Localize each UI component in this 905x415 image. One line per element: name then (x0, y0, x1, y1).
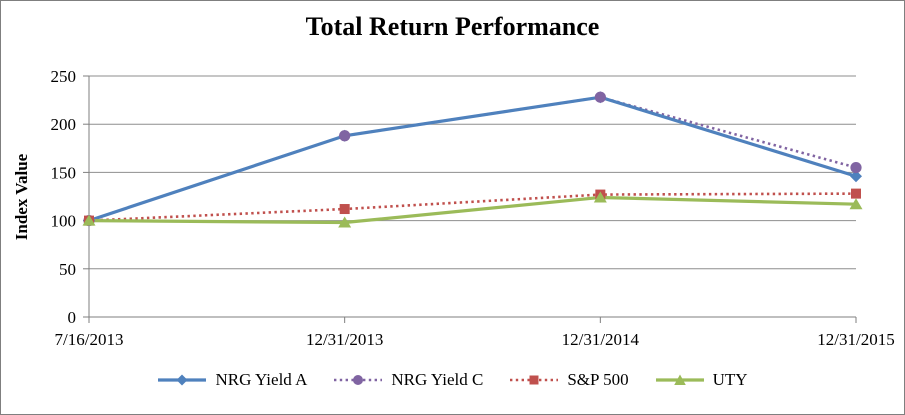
legend-item-nrg-yield-a: NRG Yield A (157, 370, 307, 390)
y-tick-label: 0 (68, 308, 77, 327)
chart-title: Total Return Performance (305, 12, 600, 41)
marker-uty (82, 214, 96, 226)
x-tick-label: 12/31/2014 (562, 330, 640, 349)
legend-label: UTY (712, 370, 748, 389)
y-tick-label: 50 (59, 260, 76, 279)
x-tick-label: 12/31/2013 (306, 330, 383, 349)
series-line-uty (88, 195, 857, 225)
legend-item-uty: UTY (655, 370, 748, 390)
marker-uty (593, 191, 607, 203)
marker-nrg-yield-c (339, 130, 351, 142)
marker-nrg-yield-c (850, 161, 862, 174)
series-line-s-p-500 (88, 192, 857, 222)
series-line-nrg-yield-a (88, 95, 857, 223)
marker-nrg-yield-c (594, 91, 606, 103)
marker-uty (338, 216, 352, 228)
legend-label: NRG Yield A (215, 370, 308, 389)
legend-key-square-icon (510, 375, 559, 385)
marker-s-p-500 (851, 188, 861, 199)
x-tick-label: 7/16/2013 (55, 330, 124, 349)
legend-item-nrg-yield-c: NRG Yield C (333, 370, 483, 390)
y-tick-label: 100 (51, 212, 77, 231)
legend: NRG Yield A NRG Yield C S&P 500 UTY (1, 370, 904, 390)
marker-nrg-yield-a (850, 170, 862, 183)
legend-item-s-p-500: S&P 500 (509, 370, 629, 390)
y-tick-label: 250 (51, 67, 77, 86)
x-tick-label: 12/31/2015 (817, 330, 894, 349)
legend-key-diamond-icon (158, 374, 207, 386)
y-tick-label: 150 (51, 163, 77, 182)
y-tick-label: 200 (51, 115, 77, 134)
marker-uty (849, 198, 863, 210)
legend-label: S&P 500 (567, 370, 629, 389)
legend-key-circle-icon (334, 375, 383, 385)
marker-s-p-500 (339, 204, 350, 215)
legend-label: NRG Yield C (391, 370, 484, 389)
legend-key-triangle-icon (655, 374, 704, 385)
